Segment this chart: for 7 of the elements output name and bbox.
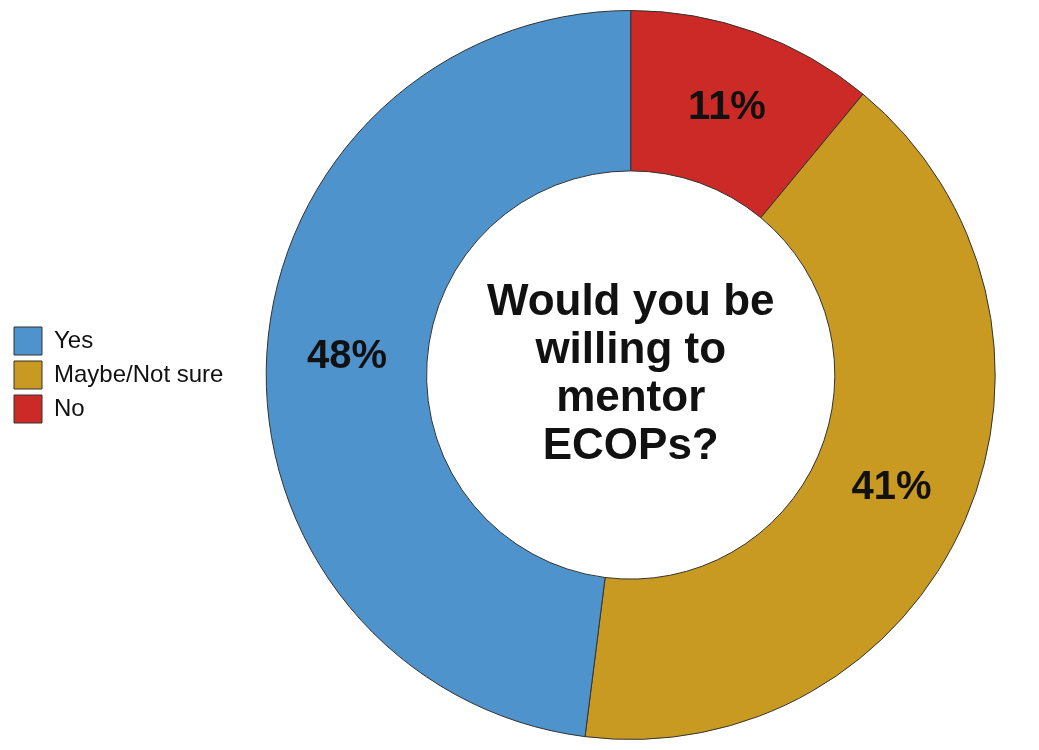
- legend-label: Maybe/Not sure: [54, 359, 224, 387]
- data-label: 11%: [688, 82, 766, 127]
- text: Would you be willing to mentor ECOPs?: [486, 275, 775, 469]
- data-label: 48%: [306, 332, 387, 377]
- data-label: 41%: [851, 462, 932, 507]
- legend-label: No: [54, 393, 85, 421]
- legend-label: Yes: [54, 325, 94, 353]
